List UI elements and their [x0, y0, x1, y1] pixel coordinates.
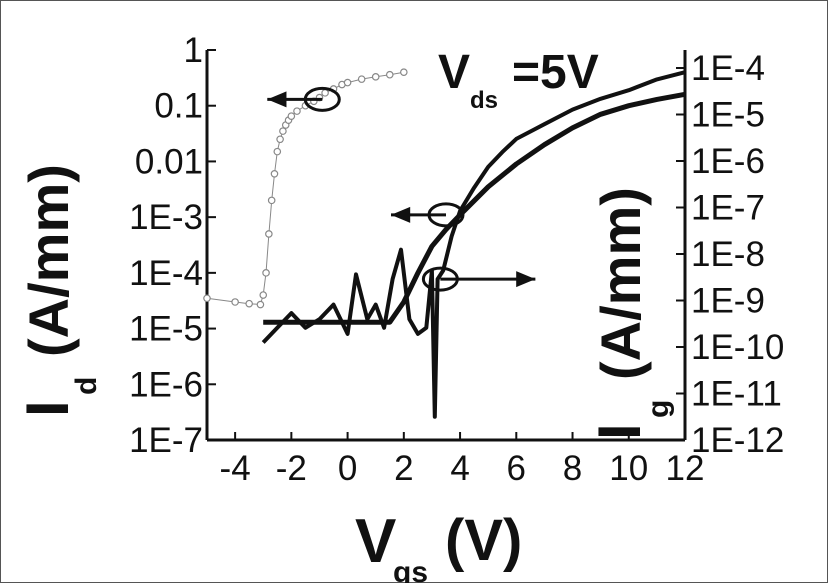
y-right-tick-label: 1E-4: [691, 49, 765, 88]
y-right-tick-label: 1E-5: [691, 96, 765, 135]
x-tick-label: 6: [507, 449, 526, 488]
data-point: [371, 73, 380, 81]
x-tick-label: -4: [220, 449, 251, 488]
y-right-tick-label: 1E-6: [691, 142, 765, 181]
data-point: [321, 89, 329, 97]
y-right-tick-label: 1E-11: [691, 375, 782, 414]
x-tick-label: 0: [338, 449, 357, 488]
data-point: [343, 78, 352, 87]
data-point: [267, 196, 276, 205]
tick-labels: -4 -2 0 2 4 6 8 10 12 1 0.1 0.01 1E-3 1E-4 1E-5 1E-6 1E-…: [129, 31, 784, 488]
y-left-axis-label-subscript: d: [70, 377, 103, 395]
axes: [205, 49, 687, 442]
y-right-axis-label-subscript: g: [642, 400, 675, 418]
x-tick-label: -2: [276, 449, 307, 488]
y-left-tick-label: 1E-7: [129, 421, 203, 460]
data-point: [203, 294, 211, 303]
y-left-tick-label: 1E-4: [129, 254, 203, 293]
data-point: [259, 291, 268, 299]
data-point: [245, 299, 253, 308]
x-axis-label-unit: (V): [445, 508, 522, 573]
data-point: [287, 112, 296, 120]
y-right-tick-label: 1E-10: [691, 328, 784, 367]
data-point: [256, 300, 265, 309]
y-left-axis-label-group: Id (A/mm): [14, 164, 103, 417]
series-line-gate-current: [261, 70, 686, 419]
x-tick-label: 2: [394, 449, 413, 488]
data-point: [357, 75, 366, 83]
y-right-tick-label: 1E-8: [691, 235, 765, 274]
arrow-head: [516, 271, 536, 288]
y-right-tick-label: 1E-7: [691, 189, 765, 228]
y-left-tick-label: 1E-3: [129, 198, 203, 237]
data-point: [231, 298, 239, 306]
x-tick-label: 4: [450, 449, 469, 488]
data-point: [279, 127, 287, 135]
data-point: [270, 169, 279, 178]
y-left-tick-label: 1E-6: [129, 365, 203, 404]
x-axis-label: V: [355, 507, 396, 576]
y-right-axis-label-unit: (A/mm): [589, 187, 652, 380]
y-right-tick-label: 1E-12: [691, 421, 784, 460]
annotation-vds-subscript: ds: [470, 87, 498, 114]
x-tick-label: 12: [666, 449, 705, 488]
y-right-axis-label: I: [586, 423, 653, 440]
x-axis-label-subscript: gs: [393, 556, 428, 583]
x-tick-label: 8: [563, 449, 582, 488]
y-left-tick-label: 0.1: [154, 87, 203, 126]
y-right-axis-label-group: Ig (A/mm): [586, 187, 675, 440]
y-left-axis-label-unit: (A/mm): [17, 164, 80, 357]
data-point: [273, 147, 282, 156]
annotation-vds: V: [438, 46, 470, 99]
x-tick-label: 10: [609, 449, 648, 488]
data-point: [400, 68, 408, 76]
y-left-tick-label: 1E-5: [129, 310, 203, 349]
y-right-tick-label: 1E-9: [691, 282, 765, 321]
data-point: [276, 135, 284, 144]
plot-area: [203, 68, 686, 419]
data-point: [385, 70, 394, 79]
arrow-head: [391, 206, 411, 223]
data-point: [262, 269, 270, 277]
arrow-head: [267, 91, 287, 108]
y-left-tick-label: 0.01: [135, 142, 203, 181]
y-left-axis-label: I: [14, 400, 81, 417]
data-point: [293, 107, 301, 115]
annotation-vds-value: =5V: [512, 46, 599, 99]
y-left-tick-label: 1: [184, 31, 203, 70]
axis-labels: Vds =5V Vgs (V) Id (A/mm) Ig (A/mm): [14, 46, 675, 583]
data-point: [265, 230, 273, 238]
